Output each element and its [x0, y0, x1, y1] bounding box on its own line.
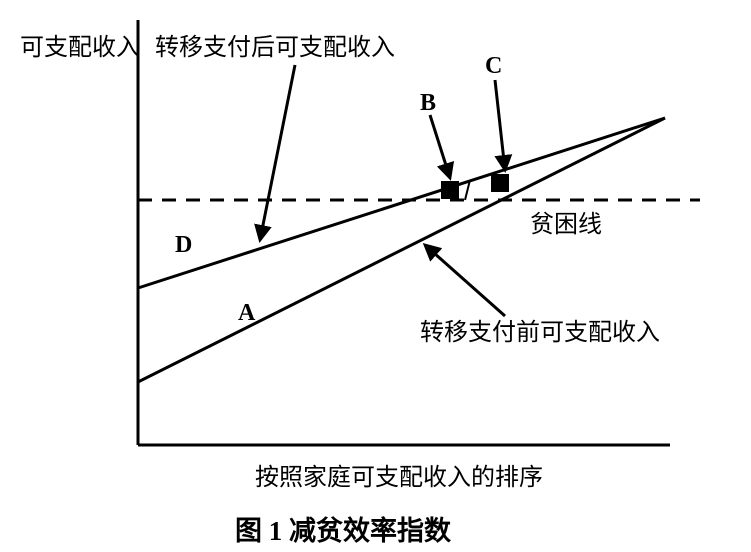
line-after-transfer	[138, 118, 665, 288]
arrow-before-transfer	[425, 245, 505, 316]
arrow-after-transfer	[260, 65, 295, 240]
marker-c	[491, 174, 509, 192]
figure-caption: 图 1 减贫效率指数	[235, 515, 452, 546]
arrow-c	[495, 80, 505, 170]
marker-b	[441, 181, 459, 199]
label-poverty: 贫困线	[530, 211, 602, 238]
label-before-transfer: 转移支付前可支配收入	[420, 319, 660, 346]
label-region-b: B	[420, 90, 436, 116]
label-region-c: C	[485, 53, 502, 79]
label-after-transfer: 转移支付后可支配收入	[155, 34, 395, 61]
label-region-a: A	[238, 300, 256, 326]
arrow-b	[430, 115, 450, 178]
label-x-axis: 按照家庭可支配收入的排序	[255, 464, 543, 491]
label-region-d: D	[175, 232, 192, 258]
label-y-axis: 可支配收入	[20, 34, 140, 61]
